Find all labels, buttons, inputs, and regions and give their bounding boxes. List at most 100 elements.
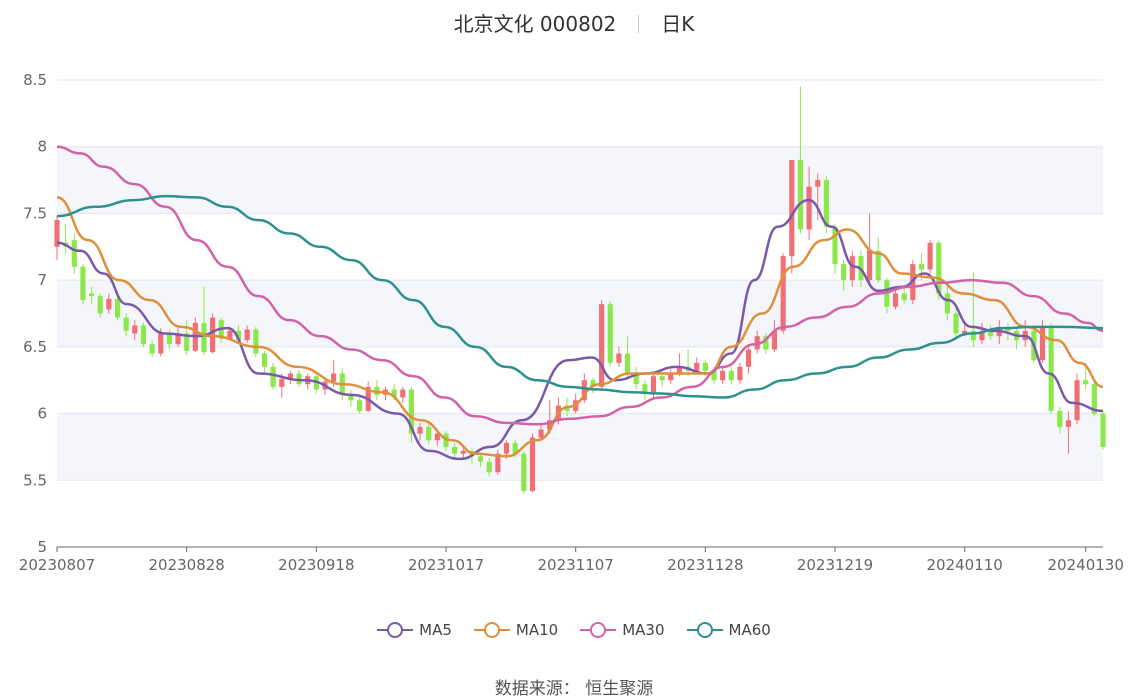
data-source: 数据来源： 恒生聚源 — [0, 674, 1148, 699]
y-tick-label: 6.5 — [23, 338, 47, 356]
chart-title: 北京文化 000802 日K — [0, 8, 1148, 37]
candle-body — [979, 330, 985, 341]
y-tick-label: 7 — [37, 271, 47, 289]
candle-body — [261, 353, 268, 367]
candle-body — [936, 242, 942, 294]
candle-body — [659, 376, 665, 381]
candle-body — [201, 322, 207, 353]
candle-body — [720, 370, 726, 381]
candle-body — [408, 389, 415, 434]
candle-body — [1083, 380, 1089, 385]
x-tick-label: 20231017 — [408, 556, 484, 574]
candle-body — [849, 256, 855, 281]
grid-band — [57, 413, 1103, 481]
candle-body — [737, 366, 743, 381]
candle-body — [132, 325, 138, 334]
candle-body — [400, 389, 406, 398]
period-label[interactable]: 日K — [661, 12, 695, 36]
candle-body — [918, 264, 925, 270]
candle-body — [175, 333, 181, 345]
candle-body — [875, 250, 881, 281]
candle-body — [210, 317, 216, 353]
candle-body — [1091, 384, 1097, 414]
candle-body — [668, 373, 674, 381]
candle-body — [452, 446, 458, 454]
y-tick-label: 6 — [37, 405, 47, 423]
candle-body — [815, 180, 821, 187]
candle-body — [235, 330, 242, 341]
candle-body — [356, 400, 363, 411]
candle-body — [867, 250, 873, 281]
x-tick-label: 20231219 — [797, 556, 873, 574]
candle-body — [184, 333, 190, 351]
legend-item-ma60[interactable]: MA60 — [686, 621, 771, 639]
candle-body — [123, 317, 129, 331]
candle-body — [538, 429, 544, 438]
candle-body — [417, 426, 423, 434]
candle-body — [478, 456, 484, 462]
legend-item-ma30[interactable]: MA30 — [580, 621, 665, 639]
y-tick-label: 7.5 — [23, 204, 47, 222]
candle-body — [253, 329, 259, 354]
candle-body — [270, 366, 276, 387]
candle-body — [988, 330, 994, 337]
candle-body — [642, 384, 648, 394]
candle-body — [227, 330, 233, 339]
y-tick-label: 8.5 — [23, 71, 47, 89]
candle-body — [503, 442, 510, 454]
candle-body — [54, 220, 60, 247]
candle-body — [832, 226, 838, 265]
x-tick-label: 20230918 — [278, 556, 354, 574]
grid-band — [57, 146, 1103, 214]
candle-body — [676, 366, 682, 374]
candle-body — [426, 426, 432, 441]
candle-body — [953, 313, 959, 334]
candle-body — [71, 240, 77, 267]
x-tick-label: 20230807 — [19, 556, 95, 574]
candle-body — [521, 453, 527, 491]
candle-body — [823, 180, 829, 227]
candle-body — [512, 442, 518, 454]
candle-body — [581, 380, 587, 401]
candle-body — [279, 378, 285, 387]
candle-body — [1065, 420, 1071, 427]
candle-body — [244, 329, 250, 341]
candle-body — [944, 293, 950, 314]
candle-body — [287, 373, 293, 379]
candle-body — [158, 333, 164, 354]
candle-body — [607, 304, 613, 363]
candle-body — [547, 420, 553, 430]
candle-body — [892, 293, 899, 307]
candle-body — [789, 160, 795, 257]
candle-body — [763, 336, 769, 350]
legend-swatch — [377, 622, 414, 638]
candle-body — [590, 380, 596, 387]
chart-legend: MA5 MA10 MA30 MA60 — [0, 621, 1148, 639]
candle-body — [624, 353, 631, 374]
legend-swatch — [580, 622, 617, 638]
candle-body — [97, 296, 103, 314]
y-tick-label: 8 — [37, 138, 47, 156]
candle-body — [106, 298, 112, 310]
legend-item-ma5[interactable]: MA5 — [377, 621, 452, 639]
candle-body — [650, 376, 657, 394]
candle-body — [806, 186, 812, 230]
legend-swatch — [473, 622, 510, 638]
candle-body — [434, 433, 440, 441]
candle-body — [1100, 413, 1106, 447]
x-tick-label: 20230828 — [148, 556, 224, 574]
legend-label: MA10 — [515, 621, 559, 639]
candle-body — [970, 330, 976, 341]
candle-body — [166, 333, 172, 345]
legend-label: MA5 — [419, 621, 452, 639]
legend-item-ma10[interactable]: MA10 — [473, 621, 559, 639]
candle-body — [331, 373, 337, 382]
candle-body — [616, 353, 622, 363]
legend-label: MA30 — [622, 621, 665, 639]
candle-body — [495, 453, 501, 473]
candle-body — [771, 330, 778, 350]
candle-body — [927, 242, 933, 270]
candle-body — [140, 325, 147, 345]
y-tick-label: 5.5 — [23, 471, 47, 489]
candle-body — [391, 389, 397, 398]
